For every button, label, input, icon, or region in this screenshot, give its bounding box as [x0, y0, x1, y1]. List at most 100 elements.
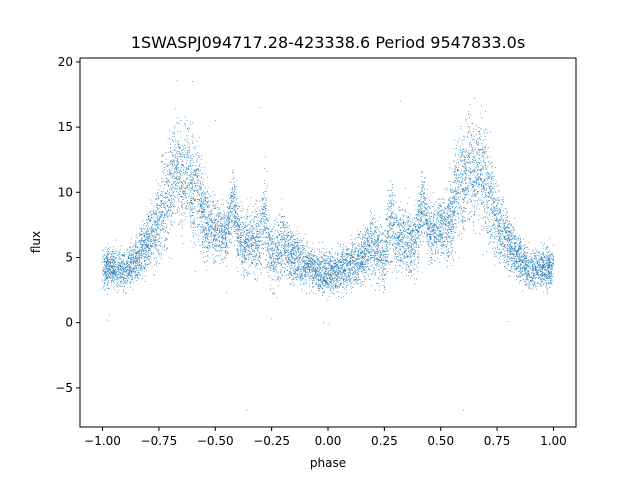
data-point	[546, 283, 548, 285]
data-point	[441, 216, 443, 218]
data-point	[368, 244, 370, 245]
data-point	[200, 232, 202, 234]
data-point	[365, 265, 367, 267]
data-point	[330, 287, 332, 289]
data-point	[282, 225, 284, 227]
data-point	[111, 259, 113, 261]
data-point	[129, 275, 131, 277]
data-point	[240, 224, 241, 226]
data-point	[177, 161, 179, 163]
data-point	[376, 259, 378, 260]
data-point	[187, 182, 189, 184]
data-point	[153, 230, 154, 232]
data-point	[481, 154, 483, 155]
data-point	[181, 186, 182, 188]
data-point	[310, 276, 312, 278]
data-point	[252, 233, 254, 235]
data-point	[527, 282, 529, 284]
data-point	[236, 214, 238, 216]
data-point	[174, 172, 176, 174]
data-point	[511, 256, 513, 258]
data-point	[216, 221, 218, 223]
data-point	[343, 259, 344, 261]
data-point	[339, 259, 341, 260]
data-point	[130, 257, 132, 259]
data-point	[380, 251, 382, 253]
data-point	[386, 240, 388, 242]
data-point	[430, 262, 432, 264]
data-point	[171, 163, 173, 164]
data-point	[291, 244, 293, 245]
data-point	[230, 242, 232, 244]
data-point	[258, 253, 260, 255]
data-point	[325, 283, 326, 285]
data-point	[423, 194, 424, 196]
data-point	[304, 274, 306, 276]
data-point	[151, 240, 153, 242]
data-point	[320, 251, 322, 253]
data-point	[501, 204, 502, 205]
data-point	[540, 279, 542, 281]
data-point	[208, 193, 210, 195]
data-point	[367, 228, 368, 230]
data-point	[192, 176, 194, 178]
data-point	[105, 281, 107, 283]
data-point	[542, 275, 544, 277]
data-point	[237, 234, 238, 235]
data-point	[121, 265, 123, 267]
data-point	[409, 268, 410, 270]
data-point	[331, 283, 333, 285]
data-point	[137, 253, 138, 255]
data-point	[312, 258, 314, 260]
data-point	[381, 277, 383, 279]
data-point	[551, 264, 552, 266]
data-point	[465, 170, 467, 172]
data-point	[491, 176, 493, 178]
data-point	[285, 224, 287, 226]
data-point	[129, 274, 131, 276]
data-point	[224, 227, 226, 228]
data-point	[460, 159, 461, 161]
data-point	[178, 189, 180, 191]
data-point	[221, 233, 223, 235]
data-point	[412, 235, 413, 237]
data-point	[342, 264, 344, 265]
data-point	[473, 160, 475, 161]
data-point	[533, 273, 535, 275]
data-point	[389, 244, 391, 245]
data-point	[381, 265, 383, 266]
data-point	[149, 218, 151, 220]
data-point	[244, 259, 246, 261]
data-point	[360, 247, 362, 249]
data-point	[151, 241, 153, 243]
data-point	[146, 232, 148, 234]
data-point	[362, 247, 364, 248]
data-point	[418, 241, 420, 243]
data-point	[444, 221, 446, 223]
data-point	[416, 241, 418, 243]
data-point	[306, 257, 307, 259]
data-point	[216, 231, 217, 233]
data-point	[402, 261, 404, 262]
data-point	[111, 265, 113, 266]
data-point	[404, 235, 406, 237]
data-point	[307, 268, 308, 270]
data-point	[335, 285, 336, 287]
data-point	[234, 196, 236, 197]
data-point	[117, 267, 119, 268]
data-point	[124, 282, 126, 283]
data-point	[137, 275, 139, 276]
data-point	[445, 232, 447, 233]
data-point	[507, 248, 508, 250]
data-point	[305, 282, 307, 284]
data-point	[380, 258, 382, 260]
data-point	[485, 138, 487, 140]
data-point	[482, 152, 483, 154]
data-point	[208, 233, 210, 234]
data-point	[130, 249, 132, 251]
data-point	[358, 251, 359, 253]
data-point	[282, 235, 284, 236]
data-point	[520, 245, 522, 246]
data-point	[513, 229, 515, 231]
data-point	[296, 245, 298, 246]
